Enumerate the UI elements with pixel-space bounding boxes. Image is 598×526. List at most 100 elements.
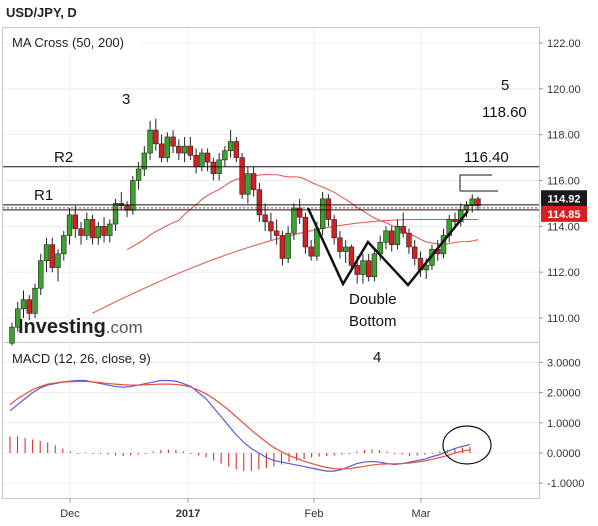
macd-tick-label: -1.0000 [547,478,584,490]
price-axis: 110.00 112.00 114.00 116.00 118.00 120.00 122.… [539,38,581,325]
candle-body-down [354,264,360,275]
candle-body-down [389,230,395,245]
candle-body-down [365,260,372,278]
candle-body-up [164,136,171,158]
candle-body-down [331,219,337,239]
candle-body-down [78,228,84,236]
candle-body-up [285,232,291,259]
candle-body-down [302,216,309,248]
candle [331,214,337,245]
investing-logo: Investing.com [18,316,143,338]
candle-body-up [84,219,90,236]
candle [84,212,90,241]
candle [383,226,389,250]
candle [72,205,78,238]
candle-body-down [89,219,96,239]
candle-body-down [279,235,286,259]
macd-tick-label: 0.0000 [547,448,581,460]
price-tick-label: 116.00 [547,176,580,188]
candle [101,217,107,243]
candle-body-down [239,157,245,195]
support-resistance-lines [3,166,539,211]
ma-200-line [92,218,478,314]
time-axis: Dec 2017 Feb Mar [60,498,431,520]
candle-body-down [210,161,217,174]
candle-body-up [135,168,142,181]
candle [233,136,240,163]
annotation-target-118: 118.60 [482,104,527,121]
candle-body-down [337,237,343,252]
signal-line [9,380,471,470]
candle [319,191,326,236]
candle-body-up [141,152,148,170]
price-tick-label: 110.00 [547,313,580,325]
candle [239,153,245,199]
candle [245,166,251,204]
candle [112,198,119,231]
candle-body-down [204,152,211,163]
time-tick-label: Mar [412,508,431,520]
annotation-bottom: Bottom [349,313,397,330]
annotation-target-116: 116.40 [464,149,509,166]
candle-body-up [394,226,401,245]
candle [147,120,153,160]
candle-body-up [181,145,188,154]
candle-body-down [193,154,199,168]
candle-body-up [61,235,67,255]
price-tick-label: 118.00 [547,130,580,142]
candle-body-up [227,141,234,152]
candle [412,240,418,266]
candle-body-up [66,214,73,236]
price-tick-label: 120.00 [547,84,581,96]
price-tag-bg [541,205,587,222]
candle [181,136,188,163]
candle-body-down [101,226,107,236]
candle-body-down [348,246,355,266]
candle [256,182,263,222]
candle [187,136,194,160]
double-bottom-pattern-line [306,207,469,287]
candle-body-up [199,152,205,168]
price-tag-bg [541,190,587,207]
time-tick-label: Dec [60,508,80,520]
candle-body-down [308,246,314,257]
price-tag-label: 114.85 [547,209,580,221]
candle-body-up [360,260,366,275]
candle-body-down [72,214,78,229]
candle [32,283,38,318]
candle [308,240,314,261]
macd-highlight-circle [442,425,492,465]
moving-average-lines [92,174,479,314]
candle-body-down [176,145,182,154]
candle-body-up [38,260,44,289]
annotation-wave-4: 4 [373,349,381,366]
candle [250,166,257,197]
ma-cross-label: MA Cross (50, 200) [12,35,124,50]
annotation-wave-5: 5 [501,77,509,94]
candle [38,253,44,296]
label-r2: R2 [54,149,73,166]
candle [95,221,101,245]
macd-tick-label: 2.0000 [547,388,581,400]
candle-body-down [158,143,165,158]
label-r1: R1 [34,187,53,204]
annotation-double: Double [349,291,397,308]
candle [55,249,61,282]
candle [170,130,176,153]
candle [49,237,55,273]
candle-body-up [319,198,326,229]
candle [227,130,234,158]
candle-body-up [95,226,101,239]
macd-label: MACD (12, 26, close, 9) [12,351,151,366]
candle-body-up [245,173,251,195]
chart-title: USD/JPY, D [6,5,77,20]
candle-body-down [153,129,159,145]
candle-body-up [469,198,475,207]
candle [262,203,268,231]
candle [204,148,211,172]
candle [268,212,274,241]
candle [279,230,286,266]
price-tick-label: 114.00 [547,221,580,233]
candle-body-down [273,230,280,236]
